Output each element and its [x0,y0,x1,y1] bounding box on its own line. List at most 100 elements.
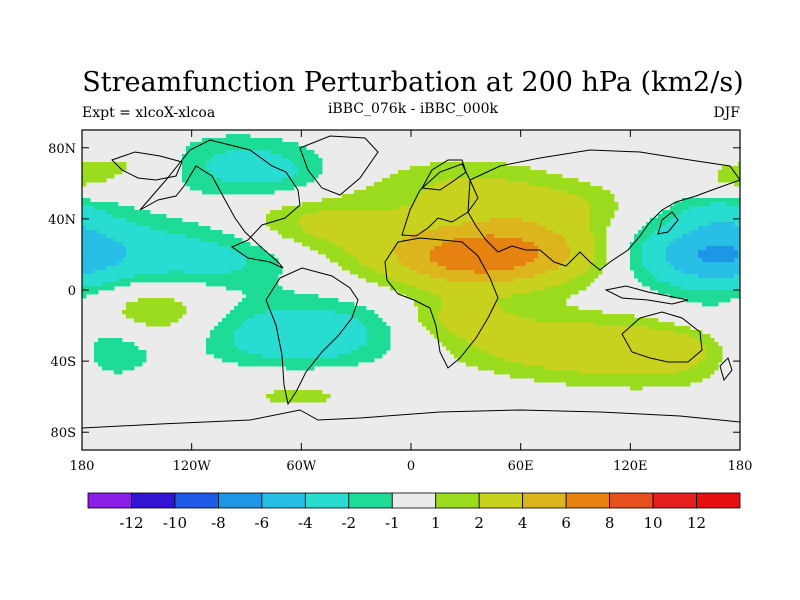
contour-cell [474,238,479,243]
contour-cell [338,306,343,311]
contour-cell [338,314,343,319]
contour-cell [106,274,111,279]
contour-cell [526,310,531,315]
contour-cell [542,342,547,347]
contour-cell [82,238,87,243]
contour-cell [322,298,327,303]
contour-cell [222,278,227,283]
contour-cell [346,230,351,235]
contour-cell [198,146,203,151]
contour-cell [322,330,327,335]
contour-cell [174,278,179,283]
contour-cell [446,302,451,307]
contour-cell [430,198,435,203]
contour-cell [510,366,515,371]
contour-cell [502,190,507,195]
contour-cell [218,282,223,287]
contour-cell [330,246,335,251]
contour-cell [518,370,523,375]
contour-cell [430,242,435,247]
contour-cell [578,198,583,203]
contour-cell [338,334,343,339]
contour-cell [410,198,415,203]
contour-cell [334,302,339,307]
contour-cell [374,222,379,227]
contour-cell [158,322,163,327]
contour-cell [122,358,127,363]
contour-cell [310,326,315,331]
contour-cell [206,234,211,239]
contour-cell [150,226,155,231]
contour-cell [546,258,551,263]
contour-cell [386,182,391,187]
contour-cell [546,202,551,207]
contour-cell [390,270,395,275]
contour-cell [106,202,111,207]
contour-cell [526,374,531,379]
contour-cell [410,210,415,215]
contour-cell [90,254,95,259]
contour-cell [430,270,435,275]
contour-cell [406,294,411,299]
contour-cell [130,346,135,351]
contour-cell [118,242,123,247]
contour-cell [106,286,111,291]
contour-cell [202,274,207,279]
contour-cell [314,298,319,303]
contour-cell [286,214,291,219]
contour-cell [322,246,327,251]
contour-cell [378,186,383,191]
contour-cell [214,250,219,255]
contour-cell [478,358,483,363]
contour-cell [354,194,359,199]
contour-cell [130,238,135,243]
contour-cell [254,262,259,267]
contour-cell [534,186,539,191]
contour-cell [542,234,547,239]
contour-cell [246,170,251,175]
contour-cell [390,234,395,239]
contour-cell [418,258,423,263]
contour-cell [442,254,447,259]
contour-cell [502,210,507,215]
contour-cell [290,162,295,167]
contour-cell [510,354,515,359]
contour-cell [498,194,503,199]
contour-cell [138,302,143,307]
contour-cell [378,350,383,355]
contour-cell [430,278,435,283]
contour-cell [98,354,103,359]
contour-cell [226,286,231,291]
contour-cell [538,190,543,195]
contour-cell [466,358,471,363]
contour-cell [494,246,499,251]
contour-cell [378,318,383,323]
contour-cell [470,278,475,283]
contour-cell [462,358,467,363]
contour-cell [406,178,411,183]
contour-cell [510,170,515,175]
contour-cell [426,218,431,223]
contour-cell [470,234,475,239]
contour-cell [82,162,87,167]
contour-cell [546,314,551,319]
contour-cell [442,210,447,215]
contour-cell [494,330,499,335]
contour-cell [546,362,551,367]
contour-cell [362,270,367,275]
contour-cell [314,234,319,239]
contour-cell [418,170,423,175]
contour-cell [530,322,535,327]
contour-cell [314,342,319,347]
contour-cell [578,378,583,383]
contour-cell [270,190,275,195]
contour-cell [226,274,231,279]
contour-cell [190,234,195,239]
contour-cell [510,198,515,203]
contour-cell [566,354,571,359]
contour-cell [526,350,531,355]
contour-cell [522,370,527,375]
contour-cell [366,238,371,243]
contour-cell [554,214,559,219]
contour-cell [438,178,443,183]
